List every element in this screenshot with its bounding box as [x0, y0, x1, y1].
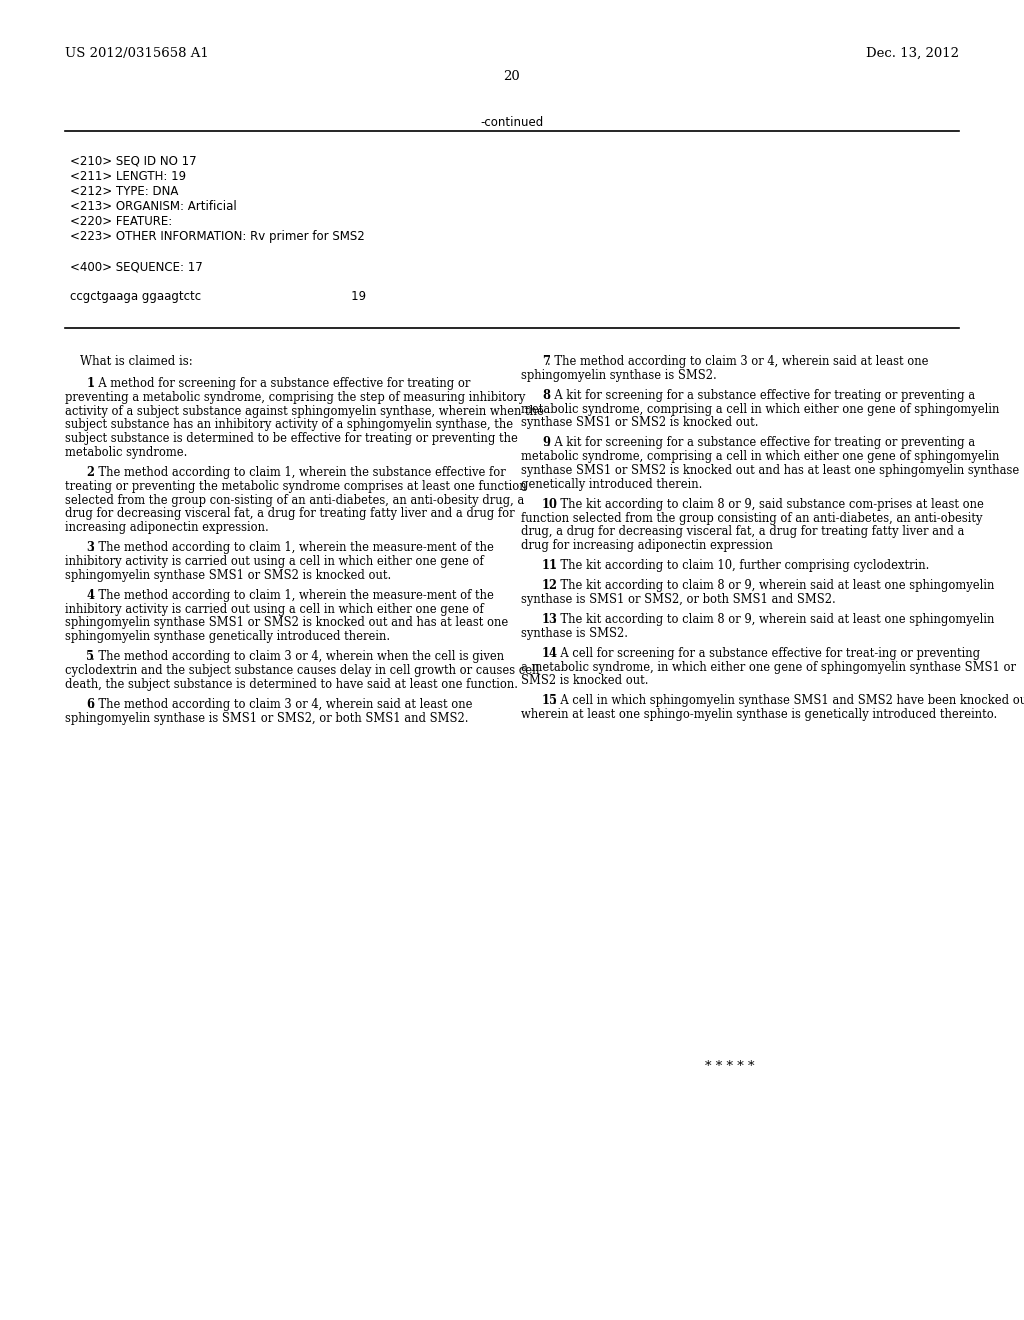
- Text: selected from the group con-sisting of an anti-diabetes, an anti-obesity drug, a: selected from the group con-sisting of a…: [65, 494, 524, 507]
- Text: inhibitory activity is carried out using a cell in which either one gene of: inhibitory activity is carried out using…: [65, 603, 483, 615]
- Text: . The method according to claim 1, wherein the measure-ment of the: . The method according to claim 1, where…: [91, 589, 495, 602]
- Text: sphingomyelin synthase is SMS1 or SMS2, or both SMS1 and SMS2.: sphingomyelin synthase is SMS1 or SMS2, …: [65, 711, 469, 725]
- Text: sphingomyelin synthase SMS1 or SMS2 is knocked out.: sphingomyelin synthase SMS1 or SMS2 is k…: [65, 569, 391, 582]
- Text: US 2012/0315658 A1: US 2012/0315658 A1: [65, 48, 209, 59]
- Text: 12: 12: [542, 579, 558, 593]
- Text: synthase is SMS1 or SMS2, or both SMS1 and SMS2.: synthase is SMS1 or SMS2, or both SMS1 a…: [521, 593, 836, 606]
- Text: . The kit according to claim 8 or 9, wherein said at least one sphingomyelin: . The kit according to claim 8 or 9, whe…: [553, 612, 994, 626]
- Text: genetically introduced therein.: genetically introduced therein.: [521, 478, 702, 491]
- Text: What is claimed is:: What is claimed is:: [80, 355, 193, 368]
- Text: . The kit according to claim 10, further comprising cyclodextrin.: . The kit according to claim 10, further…: [553, 560, 929, 573]
- Text: . The method according to claim 3 or 4, wherein when the cell is given: . The method according to claim 3 or 4, …: [91, 651, 505, 663]
- Text: metabolic syndrome, comprising a cell in which either one gene of sphingomyelin: metabolic syndrome, comprising a cell in…: [521, 403, 999, 416]
- Text: <400> SEQUENCE: 17: <400> SEQUENCE: 17: [70, 260, 203, 273]
- Text: . The method according to claim 3 or 4, wherein said at least one: . The method according to claim 3 or 4, …: [91, 698, 473, 711]
- Text: drug for decreasing visceral fat, a drug for treating fatty liver and a drug for: drug for decreasing visceral fat, a drug…: [65, 507, 515, 520]
- Text: . A kit for screening for a substance effective for treating or preventing a: . A kit for screening for a substance ef…: [548, 437, 976, 449]
- Text: sphingomyelin synthase SMS1 or SMS2 is knocked out and has at least one: sphingomyelin synthase SMS1 or SMS2 is k…: [65, 616, 508, 630]
- Text: drug, a drug for decreasing visceral fat, a drug for treating fatty liver and a: drug, a drug for decreasing visceral fat…: [521, 525, 965, 539]
- Text: 9: 9: [542, 437, 550, 449]
- Text: <212> TYPE: DNA: <212> TYPE: DNA: [70, 185, 178, 198]
- Text: 7: 7: [542, 355, 550, 368]
- Text: metabolic syndrome.: metabolic syndrome.: [65, 446, 187, 459]
- Text: . The method according to claim 3 or 4, wherein said at least one: . The method according to claim 3 or 4, …: [548, 355, 929, 368]
- Text: inhibitory activity is carried out using a cell in which either one gene of: inhibitory activity is carried out using…: [65, 554, 483, 568]
- Text: a metabolic syndrome, in which either one gene of sphingomyelin synthase SMS1 or: a metabolic syndrome, in which either on…: [521, 661, 1016, 673]
- Text: <211> LENGTH: 19: <211> LENGTH: 19: [70, 170, 186, 183]
- Text: . The method according to claim 1, wherein the substance effective for: . The method according to claim 1, where…: [91, 466, 506, 479]
- Text: <210> SEQ ID NO 17: <210> SEQ ID NO 17: [70, 154, 197, 168]
- Text: wherein at least one sphingo-myelin synthase is genetically introduced thereinto: wherein at least one sphingo-myelin synt…: [521, 709, 997, 721]
- Text: 2: 2: [86, 466, 94, 479]
- Text: 5: 5: [86, 651, 94, 663]
- Text: metabolic syndrome, comprising a cell in which either one gene of sphingomyelin: metabolic syndrome, comprising a cell in…: [521, 450, 999, 463]
- Text: sphingomyelin synthase is SMS2.: sphingomyelin synthase is SMS2.: [521, 368, 717, 381]
- Text: <223> OTHER INFORMATION: Rv primer for SMS2: <223> OTHER INFORMATION: Rv primer for S…: [70, 230, 365, 243]
- Text: . A cell for screening for a substance effective for treat-ing or preventing: . A cell for screening for a substance e…: [553, 647, 980, 660]
- Text: sphingomyelin synthase genetically introduced therein.: sphingomyelin synthase genetically intro…: [65, 630, 390, 643]
- Text: 20: 20: [504, 70, 520, 83]
- Text: increasing adiponectin expression.: increasing adiponectin expression.: [65, 521, 268, 535]
- Text: . A cell in which sphingomyelin synthase SMS1 and SMS2 have been knocked out: . A cell in which sphingomyelin synthase…: [553, 694, 1024, 708]
- Text: ccgctgaaga ggaagtctc                                        19: ccgctgaaga ggaagtctc 19: [70, 290, 367, 304]
- Text: 1: 1: [86, 378, 94, 389]
- Text: . The kit according to claim 8 or 9, wherein said at least one sphingomyelin: . The kit according to claim 8 or 9, whe…: [553, 579, 994, 593]
- Text: . The method according to claim 1, wherein the measure-ment of the: . The method according to claim 1, where…: [91, 541, 495, 554]
- Text: 14: 14: [542, 647, 558, 660]
- Text: 8: 8: [542, 389, 550, 401]
- Text: 10: 10: [542, 498, 558, 511]
- Text: function selected from the group consisting of an anti-diabetes, an anti-obesity: function selected from the group consist…: [521, 512, 982, 524]
- Text: activity of a subject substance against sphingomyelin synthase, wherein when the: activity of a subject substance against …: [65, 405, 544, 417]
- Text: synthase SMS1 or SMS2 is knocked out and has at least one sphingomyelin synthase: synthase SMS1 or SMS2 is knocked out and…: [521, 465, 1019, 477]
- Text: cyclodextrin and the subject substance causes delay in cell growth or causes cel: cyclodextrin and the subject substance c…: [65, 664, 540, 677]
- Text: drug for increasing adiponectin expression: drug for increasing adiponectin expressi…: [521, 540, 773, 552]
- Text: subject substance has an inhibitory activity of a sphingomyelin synthase, the: subject substance has an inhibitory acti…: [65, 418, 513, 432]
- Text: subject substance is determined to be effective for treating or preventing the: subject substance is determined to be ef…: [65, 432, 518, 445]
- Text: synthase SMS1 or SMS2 is knocked out.: synthase SMS1 or SMS2 is knocked out.: [521, 416, 759, 429]
- Text: 13: 13: [542, 612, 558, 626]
- Text: SMS2 is knocked out.: SMS2 is knocked out.: [521, 675, 648, 688]
- Text: synthase is SMS2.: synthase is SMS2.: [521, 627, 628, 640]
- Text: 3: 3: [86, 541, 94, 554]
- Text: <220> FEATURE:: <220> FEATURE:: [70, 215, 172, 228]
- Text: . The kit according to claim 8 or 9, said substance com-prises at least one: . The kit according to claim 8 or 9, sai…: [553, 498, 983, 511]
- Text: -continued: -continued: [480, 116, 544, 129]
- Text: preventing a metabolic syndrome, comprising the step of measuring inhibitory: preventing a metabolic syndrome, compris…: [65, 391, 525, 404]
- Text: death, the subject substance is determined to have said at least one function.: death, the subject substance is determin…: [65, 678, 518, 690]
- Text: . A method for screening for a substance effective for treating or: . A method for screening for a substance…: [91, 378, 471, 389]
- Text: treating or preventing the metabolic syndrome comprises at least one function: treating or preventing the metabolic syn…: [65, 479, 526, 492]
- Text: 4: 4: [86, 589, 94, 602]
- Text: Dec. 13, 2012: Dec. 13, 2012: [866, 48, 959, 59]
- Text: <213> ORGANISM: Artificial: <213> ORGANISM: Artificial: [70, 201, 237, 213]
- Text: . A kit for screening for a substance effective for treating or preventing a: . A kit for screening for a substance ef…: [548, 389, 976, 401]
- Text: 6: 6: [86, 698, 94, 711]
- Text: * * * * *: * * * * *: [706, 1060, 755, 1073]
- Text: 11: 11: [542, 560, 558, 573]
- Text: 15: 15: [542, 694, 558, 708]
